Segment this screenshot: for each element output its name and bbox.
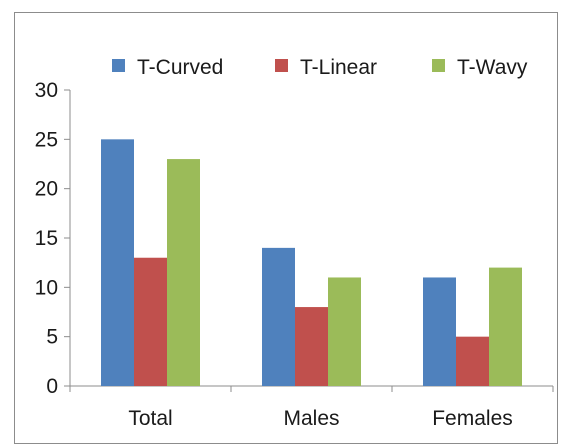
- legend-label: T-Linear: [300, 56, 377, 79]
- legend-label: T-Curved: [137, 56, 223, 79]
- legend-swatch: [275, 59, 288, 72]
- y-tick-label: 30: [35, 79, 58, 102]
- bar-t-curved-total: [101, 139, 134, 386]
- x-tick-label: Total: [128, 407, 172, 430]
- bar-t-wavy-females: [489, 267, 522, 386]
- y-tick-label: 25: [35, 128, 58, 151]
- legend-swatch: [432, 59, 445, 72]
- y-tick-label: 20: [35, 178, 58, 201]
- y-tick-label: 10: [35, 276, 58, 299]
- x-tick-label: Males: [283, 407, 339, 430]
- legend-swatch: [112, 59, 125, 72]
- x-axis: Total Males Females: [69, 385, 554, 430]
- bar-t-wavy-total: [167, 159, 200, 386]
- bar-t-wavy-males: [328, 277, 361, 386]
- bar-t-linear-males: [295, 307, 328, 386]
- y-axis: 0 5 10 15 20 25 30: [35, 79, 71, 398]
- x-tick-label: Females: [432, 407, 513, 430]
- bar-t-linear-total: [134, 257, 167, 386]
- y-tick-label: 0: [46, 375, 58, 398]
- legend: T-Curved T-Linear T-Wavy: [112, 56, 528, 79]
- bars: [101, 139, 522, 386]
- bar-t-curved-females: [423, 277, 456, 386]
- bar-t-curved-males: [262, 247, 295, 386]
- y-tick-label: 15: [35, 227, 58, 250]
- bar-t-linear-females: [456, 336, 489, 386]
- y-tick-label: 5: [46, 326, 58, 349]
- legend-label: T-Wavy: [457, 56, 528, 79]
